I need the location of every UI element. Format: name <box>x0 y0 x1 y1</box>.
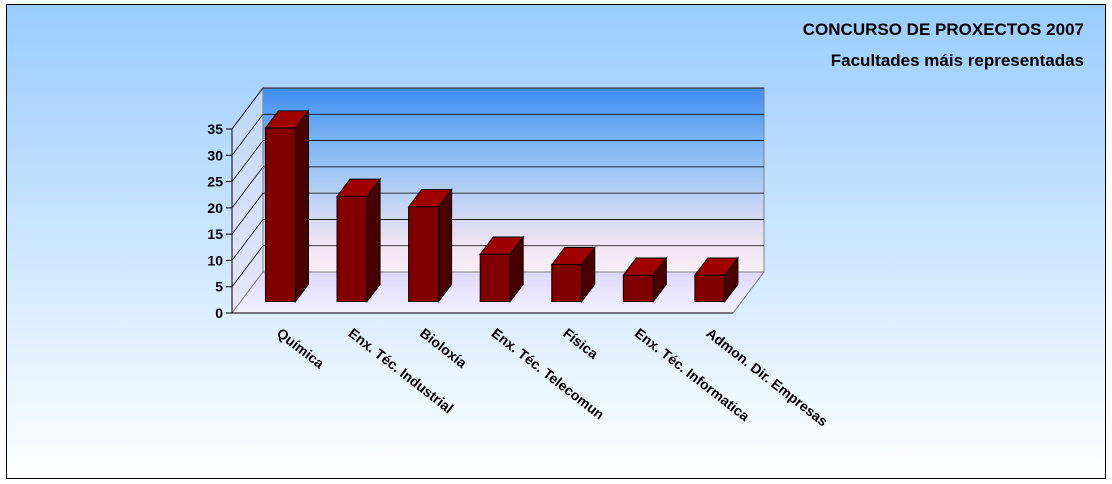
bar <box>408 206 440 303</box>
bar <box>336 195 368 303</box>
bar <box>622 274 654 303</box>
gridline-side <box>231 245 264 287</box>
gridline-side <box>231 87 264 130</box>
y-tick-label: 15 <box>207 226 223 242</box>
gridline-side <box>231 140 264 182</box>
gridline-side <box>231 114 264 156</box>
y-tick-label: 5 <box>215 279 223 295</box>
bar-chart-3d: CONCURSO DE PROXECTOS 2007 Facultades má… <box>6 4 1106 479</box>
bar <box>551 264 583 303</box>
gridline-side <box>231 192 264 235</box>
bar <box>694 274 726 303</box>
y-tick-label: 10 <box>207 252 223 268</box>
bar-side <box>366 177 381 304</box>
gridline-side <box>231 219 264 261</box>
y-tick-label: 35 <box>207 121 223 137</box>
y-tick-label: 30 <box>207 147 223 163</box>
y-tick-label: 20 <box>207 200 223 216</box>
bar-side <box>438 188 453 304</box>
chart-area: CONCURSO DE PROXECTOS 2007 Facultades má… <box>6 4 1106 479</box>
chart-subtitle: Facultades máis representadas <box>831 51 1084 70</box>
bar <box>264 127 296 303</box>
bar <box>479 253 511 303</box>
chart-title: CONCURSO DE PROXECTOS 2007 <box>803 20 1084 39</box>
bar-side <box>294 109 309 304</box>
y-tick-label: 25 <box>207 174 223 190</box>
gridline-side <box>231 166 264 209</box>
y-tick-label: 0 <box>215 305 223 321</box>
